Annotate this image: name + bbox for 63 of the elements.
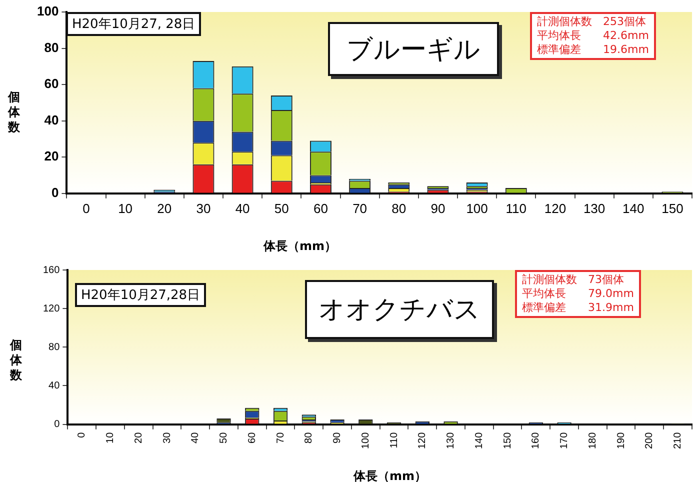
x-tick-label: 210 bbox=[672, 432, 684, 450]
y-tick-label: 0 bbox=[54, 419, 60, 430]
x-tick-label: 130 bbox=[446, 432, 457, 450]
x-tick-label: 120 bbox=[417, 432, 428, 450]
x-tick-label: 40 bbox=[190, 432, 202, 444]
annotation: 標準偏差 31.9mm bbox=[522, 301, 634, 314]
y-tick-label: 60 bbox=[44, 76, 59, 92]
x-tick-label: 120 bbox=[544, 200, 566, 216]
x-tick-label: 170 bbox=[559, 432, 570, 450]
annotation: 平均体長 79.0mm bbox=[522, 287, 634, 300]
x-tick-label: 200 bbox=[644, 432, 656, 450]
x-tick-label: 40 bbox=[235, 200, 250, 216]
x-tick-label: 20 bbox=[133, 432, 144, 444]
y-axis-title: 個体数 bbox=[10, 338, 22, 383]
annotation: 平均体長 42.6mm bbox=[537, 29, 649, 42]
x-tick-label: 80 bbox=[304, 432, 315, 444]
x-tick-label: 30 bbox=[162, 432, 173, 444]
text: オオクチバス bbox=[305, 280, 494, 339]
x-tick-label: 110 bbox=[388, 432, 400, 448]
annotation: 計測個体数 73個体 bbox=[522, 273, 624, 286]
x-tick-label: 190 bbox=[616, 432, 627, 450]
x-tick-label: 60 bbox=[246, 432, 258, 444]
x-axis-title: 体長（mm） bbox=[353, 468, 427, 482]
y-axis-title: 個体数 bbox=[8, 90, 20, 135]
x-tick-label: 130 bbox=[583, 200, 606, 216]
x-tick-label: 140 bbox=[622, 200, 644, 216]
x-tick-label: 0 bbox=[82, 200, 90, 216]
x-tick-label: 90 bbox=[332, 432, 344, 444]
x-axis-title: 体長（mm） bbox=[263, 238, 337, 255]
annotation: H20年10月27, 28日 bbox=[66, 12, 202, 36]
y-tick-label: 160 bbox=[42, 264, 60, 276]
x-tick-label: 70 bbox=[352, 200, 368, 216]
x-tick-label: 100 bbox=[466, 200, 488, 216]
x-tick-label: 70 bbox=[275, 432, 286, 444]
annotation: 標準偏差 19.6mm bbox=[537, 43, 649, 56]
y-tick-label: 120 bbox=[42, 303, 60, 314]
x-tick-label: 50 bbox=[218, 432, 230, 444]
y-tick-label: 100 bbox=[36, 4, 59, 19]
y-tick-label: 40 bbox=[44, 112, 59, 128]
annotation: H20年10月27,28日 bbox=[75, 283, 206, 307]
x-tick-label: 110 bbox=[506, 200, 526, 216]
x-tick-label: 140 bbox=[474, 432, 485, 450]
y-tick-label: 0 bbox=[51, 184, 59, 200]
x-tick-label: 20 bbox=[157, 200, 172, 216]
x-tick-label: 10 bbox=[105, 432, 116, 444]
y-tick-label: 80 bbox=[48, 342, 60, 353]
x-tick-label: 150 bbox=[502, 432, 514, 450]
x-tick-label: 60 bbox=[313, 200, 328, 216]
x-tick-label: 100 bbox=[360, 432, 372, 450]
annotation: 計測個体数 253個体 bbox=[537, 15, 646, 28]
y-tick-label: 80 bbox=[44, 40, 59, 55]
x-tick-label: 160 bbox=[530, 432, 542, 450]
y-tick-label: 40 bbox=[48, 380, 60, 392]
x-tick-label: 180 bbox=[587, 432, 598, 450]
x-tick-label: 150 bbox=[662, 200, 684, 216]
x-tick-label: 10 bbox=[118, 200, 133, 216]
x-tick-label: 0 bbox=[76, 432, 88, 438]
x-tick-label: 50 bbox=[274, 200, 289, 216]
x-tick-label: 30 bbox=[196, 200, 211, 216]
y-tick-label: 20 bbox=[44, 148, 59, 164]
x-tick-label: 80 bbox=[392, 200, 406, 216]
x-tick-label: 90 bbox=[430, 200, 446, 216]
text: ブルーギル bbox=[328, 22, 499, 76]
